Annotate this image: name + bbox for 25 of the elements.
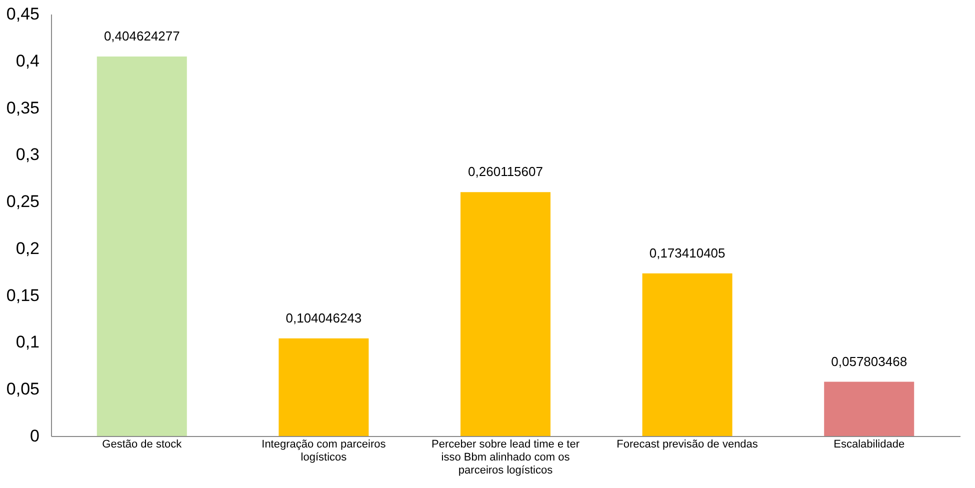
x-tick-label: Integração com parceiros logísticos — [262, 438, 386, 464]
y-tick-label: 0,1 — [16, 332, 40, 352]
y-tick-label: 0,3 — [16, 145, 40, 164]
y-tick-label: 0,45 — [6, 4, 40, 24]
data-label: 0,260115607 — [468, 164, 543, 180]
data-label: 0,104046243 — [286, 310, 362, 326]
y-tick-label: 0,4 — [16, 51, 40, 70]
bar — [460, 192, 550, 436]
y-tick-label: 0,35 — [6, 98, 40, 118]
data-label: 0,404624277 — [104, 28, 180, 44]
y-tick-label: 0,15 — [6, 286, 40, 305]
y-tick-label: 0 — [30, 426, 40, 446]
y-tick-label: 0,05 — [6, 380, 40, 399]
y-tick-label: 0,2 — [16, 238, 40, 258]
y-tick-label: 0,25 — [6, 192, 40, 212]
bar — [642, 273, 732, 436]
data-label: 0,173410405 — [649, 245, 726, 260]
x-tick-label: Gestão de stock — [102, 438, 182, 450]
x-tick-label: Forecast previsão de vendas — [616, 438, 758, 450]
bar — [96, 56, 187, 436]
bar — [278, 338, 369, 436]
data-label: 0,057803468 — [831, 354, 908, 369]
bar — [824, 382, 914, 436]
x-tick-label: Escalabilidade — [834, 438, 905, 450]
x-tick-label: Perceber sobre lead time e ter isso Bbm alinhado com os parceiros logísticos — [432, 438, 580, 476]
